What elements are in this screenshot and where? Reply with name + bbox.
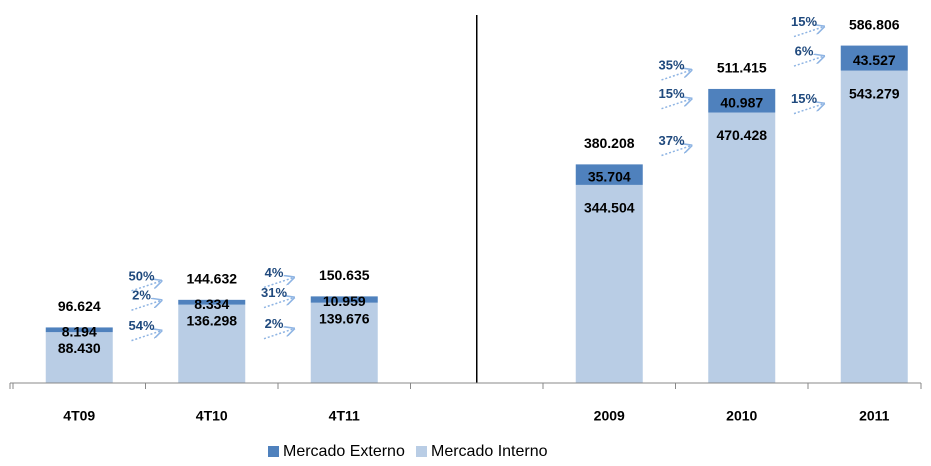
bar-segment: [310, 302, 378, 383]
x-tick-label: 2011: [859, 408, 890, 424]
value-label: 136.298: [186, 312, 237, 328]
growth-arrow: [131, 281, 162, 292]
growth-label: 54%: [128, 318, 154, 333]
x-tick-label: 2010: [726, 408, 757, 424]
growth-arrow: [263, 329, 294, 340]
growth-label: 2%: [132, 288, 151, 303]
bar-segment: [840, 45, 908, 71]
bar-segment: [575, 184, 643, 383]
value-label: 10.959: [323, 293, 366, 309]
total-label: 144.632: [186, 271, 237, 287]
value-label: 470.428: [716, 127, 767, 143]
value-label: 35.704: [588, 168, 631, 184]
growth-arrow: [263, 277, 294, 289]
value-label: 139.676: [319, 310, 370, 326]
bar-segment: [45, 332, 113, 383]
growth-label: 6%: [795, 44, 814, 59]
x-tick-label: 4T10: [196, 408, 228, 424]
value-label: 88.430: [58, 340, 101, 356]
growth-label: 15%: [791, 91, 817, 106]
growth-arrow: [793, 27, 824, 38]
bar-segment: [178, 304, 246, 383]
legend-label: Mercado Interno: [431, 443, 548, 460]
bar-segment: [708, 112, 776, 383]
growth-label: 2%: [265, 316, 284, 331]
growth-arrow: [661, 146, 692, 157]
growth-label: 15%: [791, 14, 817, 29]
value-label: 344.504: [584, 200, 635, 216]
growth-arrow: [131, 300, 162, 311]
legend-swatch: [268, 446, 279, 457]
bar-segment: [575, 164, 643, 185]
total-label: 96.624: [58, 298, 101, 314]
growth-label: 35%: [658, 57, 684, 72]
growth-label: 37%: [658, 133, 684, 148]
legend-label: Mercado Externo: [283, 443, 405, 460]
legend-swatch: [416, 446, 427, 457]
bar-segment: [310, 296, 378, 303]
value-label: 43.527: [853, 52, 896, 68]
x-tick-label: 2009: [594, 408, 625, 424]
value-label: 8.334: [194, 296, 229, 312]
bar-segment: [178, 299, 246, 305]
growth-arrow: [263, 298, 294, 309]
growth-label: 31%: [261, 285, 287, 300]
value-label: 543.279: [849, 85, 900, 101]
growth-label: 50%: [128, 268, 154, 283]
growth-arrow: [661, 99, 692, 110]
growth-arrow: [131, 331, 162, 342]
total-label: 380.208: [584, 135, 635, 151]
value-label: 8.194: [62, 324, 97, 340]
growth-arrow: [793, 104, 824, 115]
value-label: 40.987: [720, 94, 763, 110]
bar-segment: [708, 88, 776, 113]
x-tick-label: 4T09: [63, 408, 95, 424]
growth-arrow: [793, 56, 824, 67]
growth-label: 4%: [265, 265, 284, 280]
growth-arrow: [661, 70, 692, 81]
bar-segment: [840, 70, 908, 384]
total-label: 150.635: [319, 267, 370, 283]
x-tick-label: 4T11: [329, 408, 360, 424]
bar-segment: [45, 327, 113, 333]
total-label: 586.806: [849, 16, 900, 32]
total-label: 511.415: [717, 60, 767, 76]
growth-label: 15%: [658, 86, 684, 101]
